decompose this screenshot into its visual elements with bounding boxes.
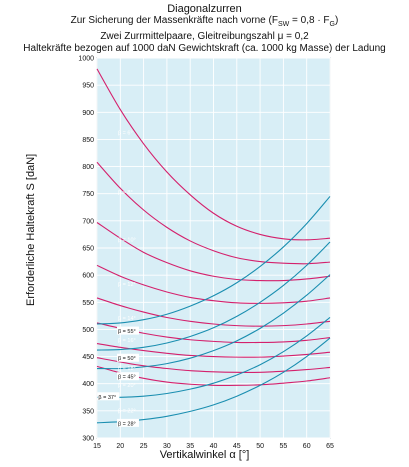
y-tick-label: 650 (82, 246, 94, 253)
x-tick-label: 25 (140, 443, 148, 450)
series-label-box (116, 326, 139, 335)
series-label: β = 50° (118, 356, 136, 362)
series-label-box (116, 418, 139, 427)
x-tick-label: 15 (93, 443, 101, 450)
chart-subtitle-friction: Zwei Zurrmittelpaare, Gleitreibungszahl … (100, 31, 309, 42)
series-label: β = 8° (118, 190, 133, 196)
y-tick-label: 450 (82, 354, 94, 361)
chart-titles: Diagonalzurren Zur Sicherung der Massenk… (0, 3, 409, 55)
y-tick-label: 700 (82, 218, 94, 225)
subtitle-sub-sw: SW (277, 21, 290, 28)
x-tick-label: 55 (280, 443, 288, 450)
series-label: β = 55° (118, 329, 136, 335)
x-tick-label: 40 (210, 443, 218, 450)
y-tick-label: 950 (82, 83, 94, 90)
chart-title: Diagonalzurren (167, 3, 242, 15)
subtitle-part: ) (335, 15, 339, 26)
y-tick-label: 600 (82, 273, 94, 280)
y-tick-label: 850 (82, 137, 94, 144)
y-tick-label: 750 (82, 191, 94, 198)
y-tick-label: 900 (82, 110, 94, 117)
series-line (96, 297, 331, 327)
series-label-box (116, 372, 139, 381)
y-tick-label: 400 (82, 381, 94, 388)
chart-subtitle-reference: Haltekräfte bezogen auf 1000 daN Gewicht… (23, 43, 386, 54)
series-label-box (97, 392, 120, 401)
series-label: β = 14° (118, 316, 136, 322)
x-tick-label: 45 (233, 443, 241, 450)
x-tick-label: 60 (303, 443, 311, 450)
series-line (96, 264, 331, 304)
y-tick-label: 350 (82, 408, 94, 415)
series-line (96, 357, 331, 373)
series-line (96, 161, 331, 265)
series-label: β = 37° (98, 395, 116, 401)
y-tick-label: 800 (82, 164, 94, 171)
series-label: β = 20° (118, 383, 136, 389)
y-tick-label: 300 (82, 436, 94, 443)
series-line (96, 241, 331, 351)
series-line (96, 343, 331, 358)
subtitle-part: Zur Sicherung der Massenkräfte nach vorn… (70, 15, 278, 26)
series-label: β = 10° (118, 237, 136, 243)
series-line (96, 68, 331, 241)
x-tick-label: 35 (186, 443, 194, 450)
x-tick-label: 65 (326, 443, 334, 450)
series-label: β = 28° (118, 421, 136, 427)
series-line (96, 196, 331, 325)
series-label: β = 6° (118, 130, 133, 136)
y-tick-label: 1000 (78, 56, 94, 63)
series-label: β = 16° (118, 338, 136, 344)
subtitle-part: = 0,8 · F (289, 15, 330, 26)
series-label: β = 12° (118, 282, 136, 288)
subtitle-sub-g: G (329, 21, 335, 28)
y-tick-label: 500 (82, 327, 94, 334)
series-line (96, 317, 331, 398)
series-label: β = 18° (118, 366, 136, 372)
chart-subtitle-forces: Zur Sicherung der Massenkräfte nach vorn… (0, 15, 409, 31)
y-tick-label: 550 (82, 300, 94, 307)
x-tick-label: 20 (116, 443, 124, 450)
x-tick-label: 30 (163, 443, 171, 450)
x-axis-label: Vertikalwinkel α [°] (159, 449, 250, 461)
series-line (96, 274, 331, 370)
series-label-box (116, 353, 139, 362)
series-label: β = 22° (118, 408, 136, 414)
series-label: β = 45° (118, 375, 136, 381)
x-tick-label: 50 (256, 443, 264, 450)
